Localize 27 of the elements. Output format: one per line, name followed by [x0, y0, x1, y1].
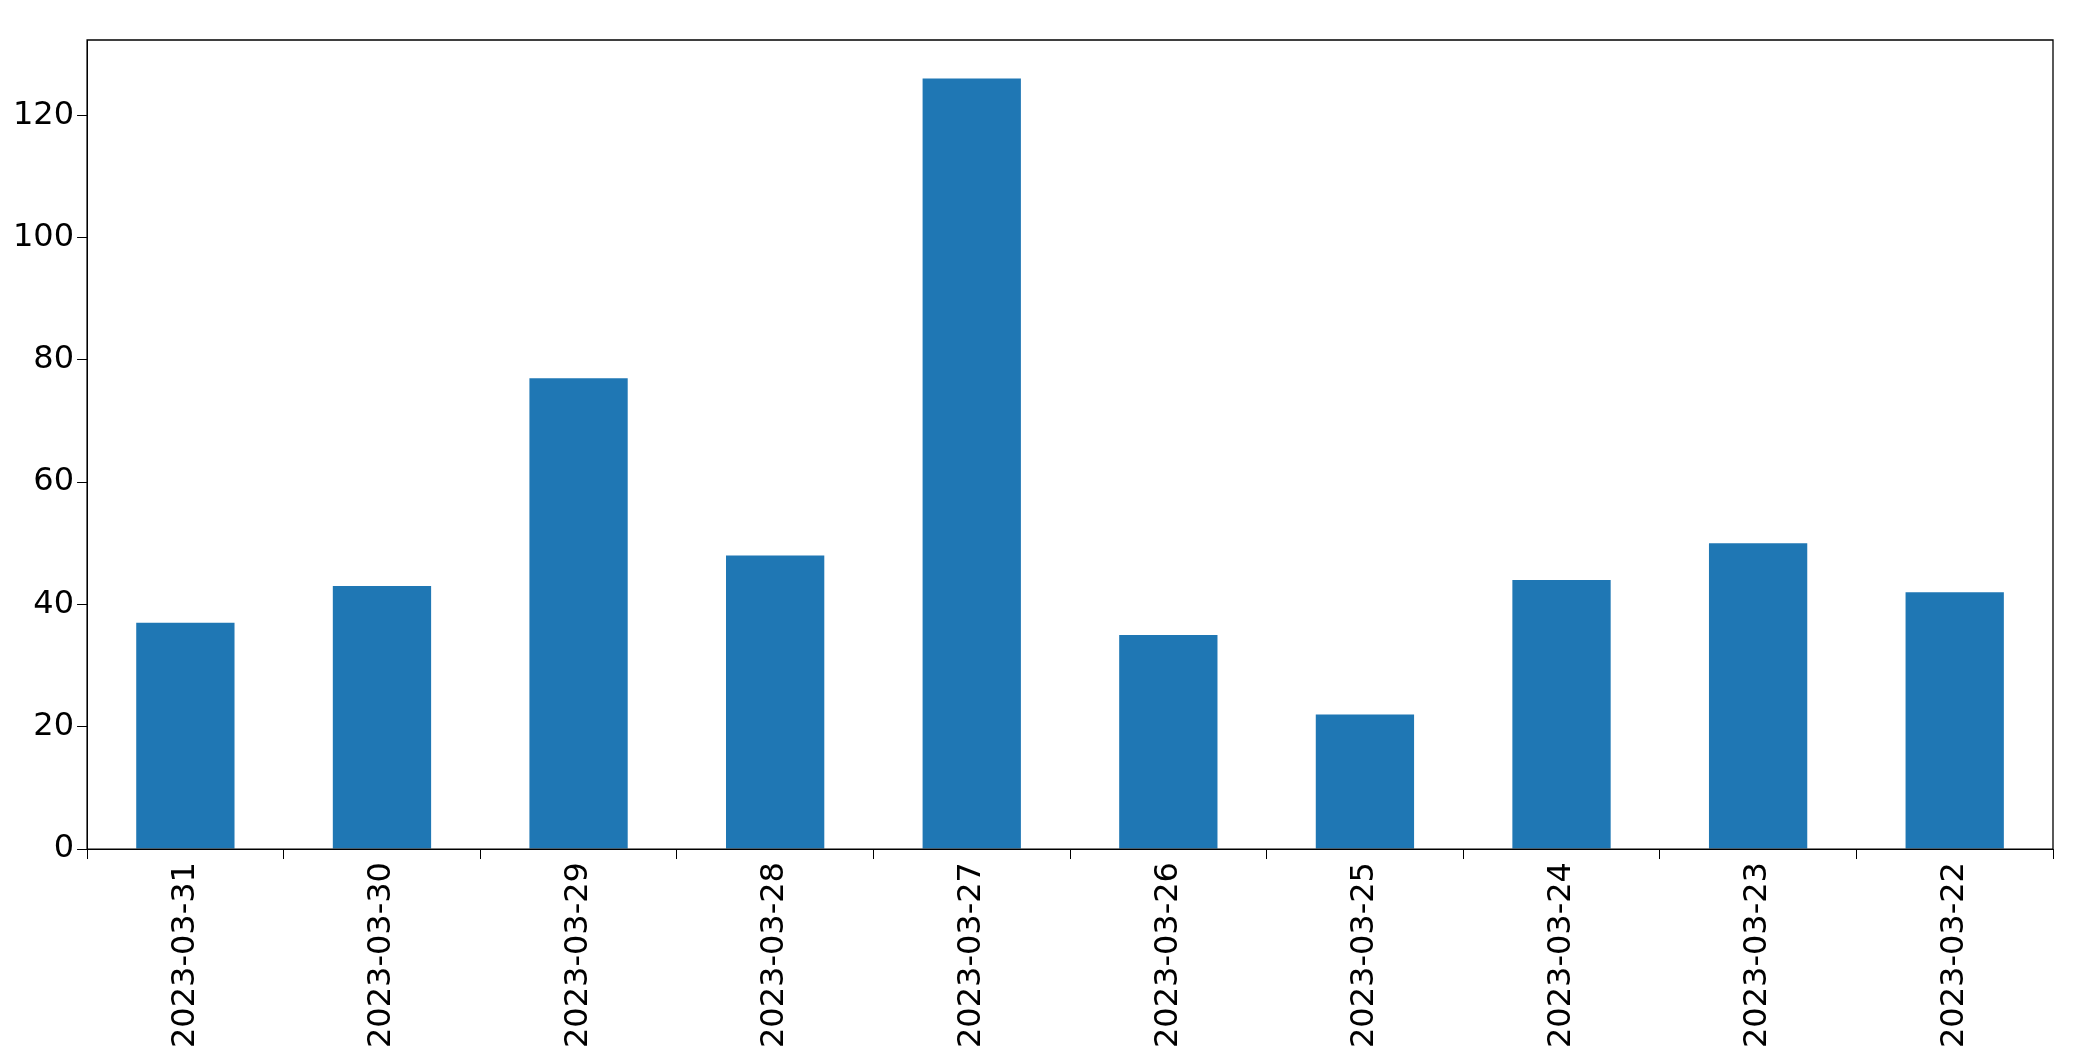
- bar: [332, 586, 432, 849]
- x-tick-label: 2023-03-28: [753, 862, 792, 1048]
- bar: [726, 555, 825, 849]
- y-tick-label: 40: [33, 582, 75, 621]
- y-tick-label: 20: [33, 705, 75, 744]
- bar: [1905, 592, 2004, 849]
- x-tick-label: 2023-03-22: [1933, 862, 1972, 1048]
- x-tick-label: 2023-03-31: [163, 862, 202, 1048]
- bar: [529, 378, 628, 849]
- y-tick-label: 60: [33, 460, 75, 499]
- x-tick-label: 2023-03-26: [1146, 862, 1185, 1048]
- x-tick-label: 2023-03-25: [1343, 862, 1382, 1048]
- y-tick-label: 100: [13, 215, 75, 254]
- bar: [1315, 714, 1415, 849]
- x-tick-label: 2023-03-29: [556, 862, 595, 1048]
- x-tick-label: 2023-03-23: [1736, 862, 1775, 1048]
- x-tick-label: 2023-03-30: [360, 862, 399, 1048]
- bar: [1512, 579, 1611, 849]
- x-tick-label: 2023-03-27: [950, 862, 989, 1048]
- y-tick-label: 80: [33, 338, 75, 377]
- y-tick-label: 0: [53, 827, 75, 866]
- bar: [1708, 543, 1808, 849]
- x-tick-label: 2023-03-24: [1539, 862, 1578, 1048]
- bar: [922, 78, 1021, 849]
- y-tick-label: 120: [13, 93, 75, 132]
- bar: [1119, 635, 1218, 849]
- bar: [136, 622, 235, 849]
